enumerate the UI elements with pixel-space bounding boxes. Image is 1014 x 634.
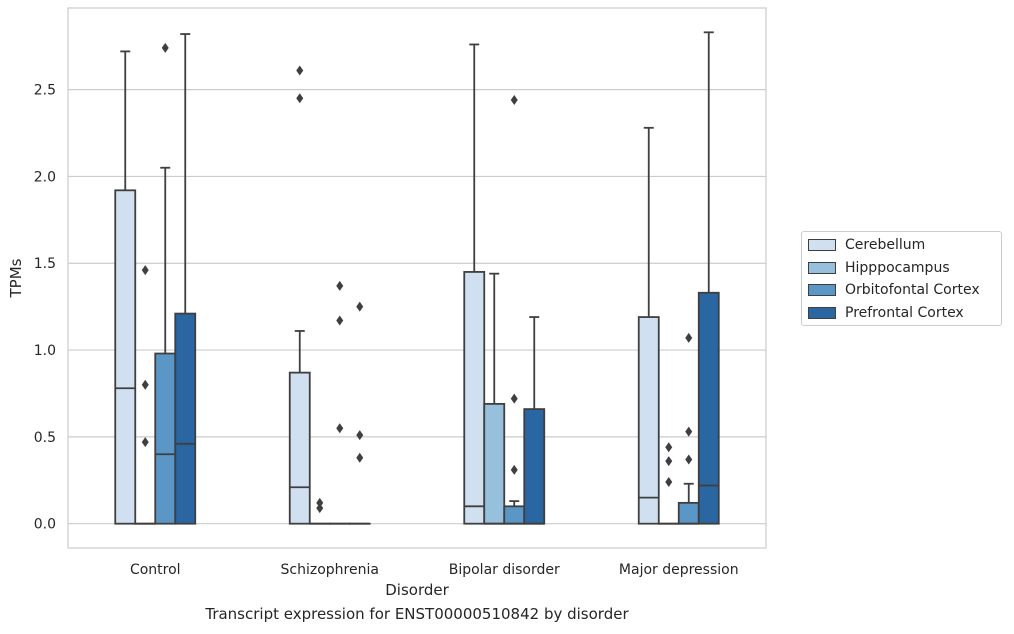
legend-swatch-cerebellum [808,239,836,251]
box-body [637,316,660,525]
outlier-point [336,423,344,434]
box-body [523,408,546,525]
outlier-point [665,477,673,488]
box-cerebellum [114,50,137,525]
y-tick-label: 1.5 [34,256,56,272]
y-tick-label: 1.0 [34,343,56,359]
outlier-point [336,315,344,326]
y-tick-label: 0.0 [34,517,56,533]
box-body [463,271,486,525]
x-tick-label: Bipolar disorder [449,562,560,578]
outlier-point [356,301,364,312]
box-body [503,505,526,525]
box-prefrontal-cortex [348,301,371,525]
y-tick-label: 2.0 [34,169,56,185]
box-prefrontal-cortex [523,316,546,525]
outlier-point [510,95,518,106]
box-prefrontal-cortex [174,33,197,525]
legend-swatch-orbitofrontal-cortex [808,284,836,296]
outlier-point [665,456,673,467]
box-orbitofontal-cortex [503,95,526,525]
outlier-point [685,426,693,437]
box-hipppocampus [483,272,506,525]
figure-caption: Transcript expression for ENST0000051084… [205,605,629,623]
outlier-point [356,430,364,441]
box-body [174,312,197,525]
box-body [288,371,311,525]
box-orbitofontal-cortex [677,332,700,525]
outlier-point [161,42,169,53]
outlier-point [141,437,149,448]
box-body [114,189,137,525]
outlier-point [685,454,693,465]
box-cerebellum [463,43,486,525]
legend-item-hippocampus: Hipppocampus [808,258,950,278]
legend-label: Cerebellum [845,237,926,253]
legend-item-prefrontal-cortex: Prefrontal Cortex [808,303,964,323]
y-tick-label: 2.5 [34,83,56,99]
outlier-point [356,452,364,463]
boxes [114,31,720,525]
legend-item-orbitofrontal-cortex: Orbitofontal Cortex [808,280,980,300]
y-tick-labels: 0.0 0.5 1.0 1.5 2.0 2.5 [34,83,56,533]
legend-label: Prefrontal Cortex [845,305,964,321]
outlier-point [685,332,693,343]
box-body [483,402,506,525]
outlier-point [665,442,673,453]
outlier-point [316,497,324,508]
box-hipppocampus [657,442,680,525]
box-hipppocampus [134,265,157,525]
outlier-point [510,393,518,404]
legend-swatch-prefrontal-cortex [808,307,836,319]
legend-item-cerebellum: Cerebellum [808,235,925,255]
box-cerebellum [637,126,660,525]
outlier-point [336,280,344,291]
legend-swatch-hippocampus [808,262,836,274]
outlier-point [141,265,149,276]
box-body [154,352,177,525]
legend-label: Hipppocampus [845,260,950,276]
x-tick-label: Control [130,562,181,578]
x-tick-label: Schizophrenia [281,562,379,578]
x-tick-label: Major depression [619,562,739,578]
x-tick-labels: Control Schizophrenia Bipolar disorder Majo… [130,562,739,578]
x-axis-label: Disorder [385,581,449,599]
legend: Cerebellum Hipppocampus Orbitofontal Cor… [801,231,1002,326]
outlier-point [141,379,149,390]
box-cerebellum [288,65,311,525]
outlier-point [510,464,518,475]
y-tick-label: 0.5 [34,430,56,446]
y-axis-label: TPMs [7,258,25,298]
box-body [697,291,720,525]
outlier-point [316,503,324,514]
box-prefrontal-cortex [697,31,720,525]
legend-label: Orbitofontal Cortex [845,282,980,298]
box-body [677,501,700,525]
outlier-point [296,93,304,104]
outlier-point [296,65,304,76]
